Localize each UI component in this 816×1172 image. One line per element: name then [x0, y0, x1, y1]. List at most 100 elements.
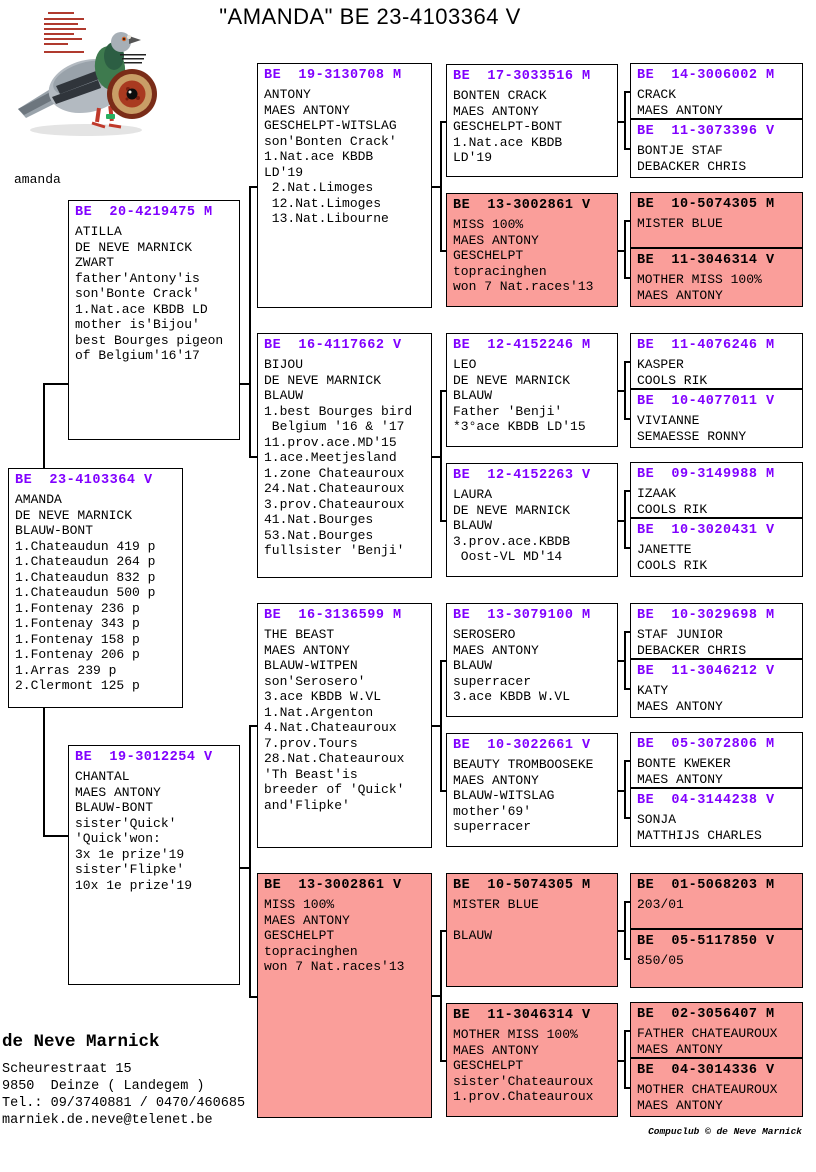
pedigree-box-miss100-gen3: BE 13-3002861 V MISS 100% MAES ANTONY GESC…	[257, 873, 432, 1118]
connector-line	[43, 835, 68, 837]
pedigree-box-203-01: BE 01-5068203 M 203/01	[630, 873, 803, 929]
connector-line	[624, 418, 630, 420]
ring-number: BE 13-3002861 V	[453, 198, 591, 213]
pigeon-details: LAURA DE NEVE MARNICK BLAUW 3.prov.ace.KBDB…	[453, 487, 571, 564]
pigeon-details: SEROSERO MAES ANTONY BLAUW superracer 3.ace …	[453, 627, 571, 704]
ring-number: BE 10-5074305 M	[637, 197, 775, 212]
owner-address: Scheurestraat 15 9850 Deinze ( Landegem )…	[2, 1062, 246, 1128]
pigeon-details: BIJOU DE NEVE MARNICK BLAUW 1.best Bourges …	[264, 357, 413, 558]
connector-line	[624, 91, 626, 150]
ring-number: BE 16-4117662 V	[264, 338, 402, 353]
connector-line	[624, 91, 630, 93]
pedigree-box-vivianne: BE 10-4077011 V VIVIANNE SEMAESSE RONNY	[630, 389, 803, 448]
connector-line	[249, 725, 251, 997]
ring-number: BE 17-3033516 M	[453, 69, 591, 84]
connector-line	[624, 1087, 630, 1089]
pigeon-details: KASPER COOLS RIK	[637, 357, 708, 388]
ring-number: BE 11-3046212 V	[637, 664, 775, 679]
page-title: "AMANDA" BE 23-4103364 V	[219, 4, 521, 29]
pigeon-details: MISS 100% MAES ANTONY GESCHELPT topracinghe…	[264, 897, 405, 974]
connector-line	[249, 725, 257, 727]
pigeon-details: KATY MAES ANTONY	[637, 683, 723, 714]
connector-line	[618, 390, 625, 392]
pedigree-box-mister-blue-gen4: BE 10-5074305 M MISTER BLUE BLAUW	[446, 873, 618, 987]
pedigree-box-izaak: BE 09-3149988 M IZAAK COOLS RIK	[630, 462, 803, 518]
connector-line	[624, 901, 630, 903]
ring-number: BE 23-4103364 V	[15, 473, 153, 488]
connector-line	[618, 660, 625, 662]
pigeon-details: VIVIANNE SEMAESSE RONNY	[637, 413, 747, 444]
pedigree-box-janette: BE 10-3020431 V JANETTE COOLS RIK	[630, 518, 803, 577]
ring-number: BE 13-3002861 V	[264, 878, 402, 893]
connector-line	[240, 867, 250, 869]
pedigree-box-leo: BE 12-4152246 M LEO DE NEVE MARNICK BLAUW F…	[446, 333, 618, 447]
ring-number: BE 19-3012254 V	[75, 750, 213, 765]
pedigree-box-bonte-kweker: BE 05-3072806 M BONTE KWEKER MAES ANTONY	[630, 732, 803, 788]
connector-line	[624, 688, 630, 690]
connector-line	[440, 930, 446, 932]
ring-number: BE 11-3073396 V	[637, 124, 775, 139]
ring-number: BE 11-4076246 M	[637, 338, 775, 353]
connector-line	[43, 708, 45, 836]
pigeon-details: BONTE KWEKER MAES ANTONY	[637, 756, 731, 787]
pedigree-box-kasper: BE 11-4076246 M KASPER COOLS RIK	[630, 333, 803, 389]
connector-line	[624, 490, 626, 549]
connector-line	[624, 490, 630, 492]
ring-number: BE 19-3130708 M	[264, 68, 402, 83]
pedigree-box-antony: BE 19-3130708 M ANTONY MAES ANTONY GESCHEL…	[257, 63, 432, 308]
pigeon-details: BONTEN CRACK MAES ANTONY GESCHELPT-BONT 1.N…	[453, 88, 563, 165]
pedigree-box-amanda: BE 23-4103364 V AMANDA DE NEVE MARNICK BLA…	[8, 468, 183, 708]
connector-line	[624, 631, 630, 633]
connector-line	[440, 390, 442, 521]
connector-line	[624, 1030, 630, 1032]
connector-line	[624, 361, 630, 363]
owner-name: de Neve Marnick	[2, 1032, 160, 1052]
ring-number: BE 14-3006002 M	[637, 68, 775, 83]
connector-line	[249, 996, 257, 998]
pigeon-eye-photo	[107, 69, 157, 119]
ring-number: BE 01-5068203 M	[637, 878, 775, 893]
pedigree-box-bijou: BE 16-4117662 V BIJOU DE NEVE MARNICK BLAU…	[257, 333, 432, 578]
connector-line	[624, 760, 626, 819]
connector-line	[618, 520, 625, 522]
ring-number: BE 10-5074305 M	[453, 878, 591, 893]
pedigree-box-mother-chateauroux: BE 04-3014336 V MOTHER CHATEAUROUX MAES A…	[630, 1058, 803, 1117]
connector-line	[43, 383, 68, 385]
ring-number: BE 10-3020431 V	[637, 523, 775, 538]
pigeon-details: MISTER BLUE	[637, 216, 723, 231]
ring-number: BE 12-4152246 M	[453, 338, 591, 353]
pigeon-details: ANTONY MAES ANTONY GESCHELPT-WITSLAG son'Bo…	[264, 87, 397, 226]
pedigree-box-mister-blue-gen5: BE 10-5074305 M MISTER BLUE	[630, 192, 803, 248]
connector-line	[618, 790, 625, 792]
connector-line	[440, 250, 446, 252]
photo-caption: amanda	[14, 172, 61, 187]
connector-line	[432, 456, 440, 458]
pedigree-box-mother-miss-gen5: BE 11-3046314 V MOTHER MISS 100% MAES ANT…	[630, 248, 803, 307]
owner-block: de Neve Marnick Scheurestraat 15 9850 Dei…	[2, 1032, 245, 1129]
pedigree-box-bonten-crack: BE 17-3033516 M BONTEN CRACK MAES ANTONY G…	[446, 64, 618, 177]
connector-line	[618, 121, 625, 123]
pedigree-box-laura: BE 12-4152263 V LAURA DE NEVE MARNICK BLAU…	[446, 463, 618, 577]
ring-number: BE 11-3046314 V	[453, 1008, 591, 1023]
pigeon-details: MOTHER MISS 100% MAES ANTONY GESCHELPT sist…	[453, 1027, 594, 1104]
pigeon-details: MISTER BLUE BLAUW	[453, 897, 539, 943]
pedigree-box-sonja: BE 04-3144238 V SONJA MATTHIJS CHARLES	[630, 788, 803, 847]
connector-line	[249, 186, 251, 457]
pedigree-box-mother-miss-gen4: BE 11-3046314 V MOTHER MISS 100% MAES ANT…	[446, 1003, 618, 1117]
pigeon-details: IZAAK COOLS RIK	[637, 486, 708, 517]
connector-line	[440, 390, 446, 392]
pigeon-details: SONJA MATTHIJS CHARLES	[637, 812, 762, 843]
connector-line	[440, 121, 446, 123]
connector-line	[618, 930, 625, 932]
connector-line	[440, 790, 446, 792]
pigeon-details: 850/05	[637, 953, 684, 968]
connector-line	[624, 220, 630, 222]
connector-line	[624, 148, 630, 150]
pedigree-box-serosero: BE 13-3079100 M SEROSERO MAES ANTONY BLAUW…	[446, 603, 618, 717]
connector-line	[43, 383, 45, 469]
pigeon-details: BONTJE STAF DEBACKER CHRIS	[637, 143, 747, 174]
connector-line	[432, 186, 440, 188]
ring-number: BE 04-3014336 V	[637, 1063, 775, 1078]
pedigree-box-crack: BE 14-3006002 M CRACK MAES ANTONY	[630, 63, 803, 119]
